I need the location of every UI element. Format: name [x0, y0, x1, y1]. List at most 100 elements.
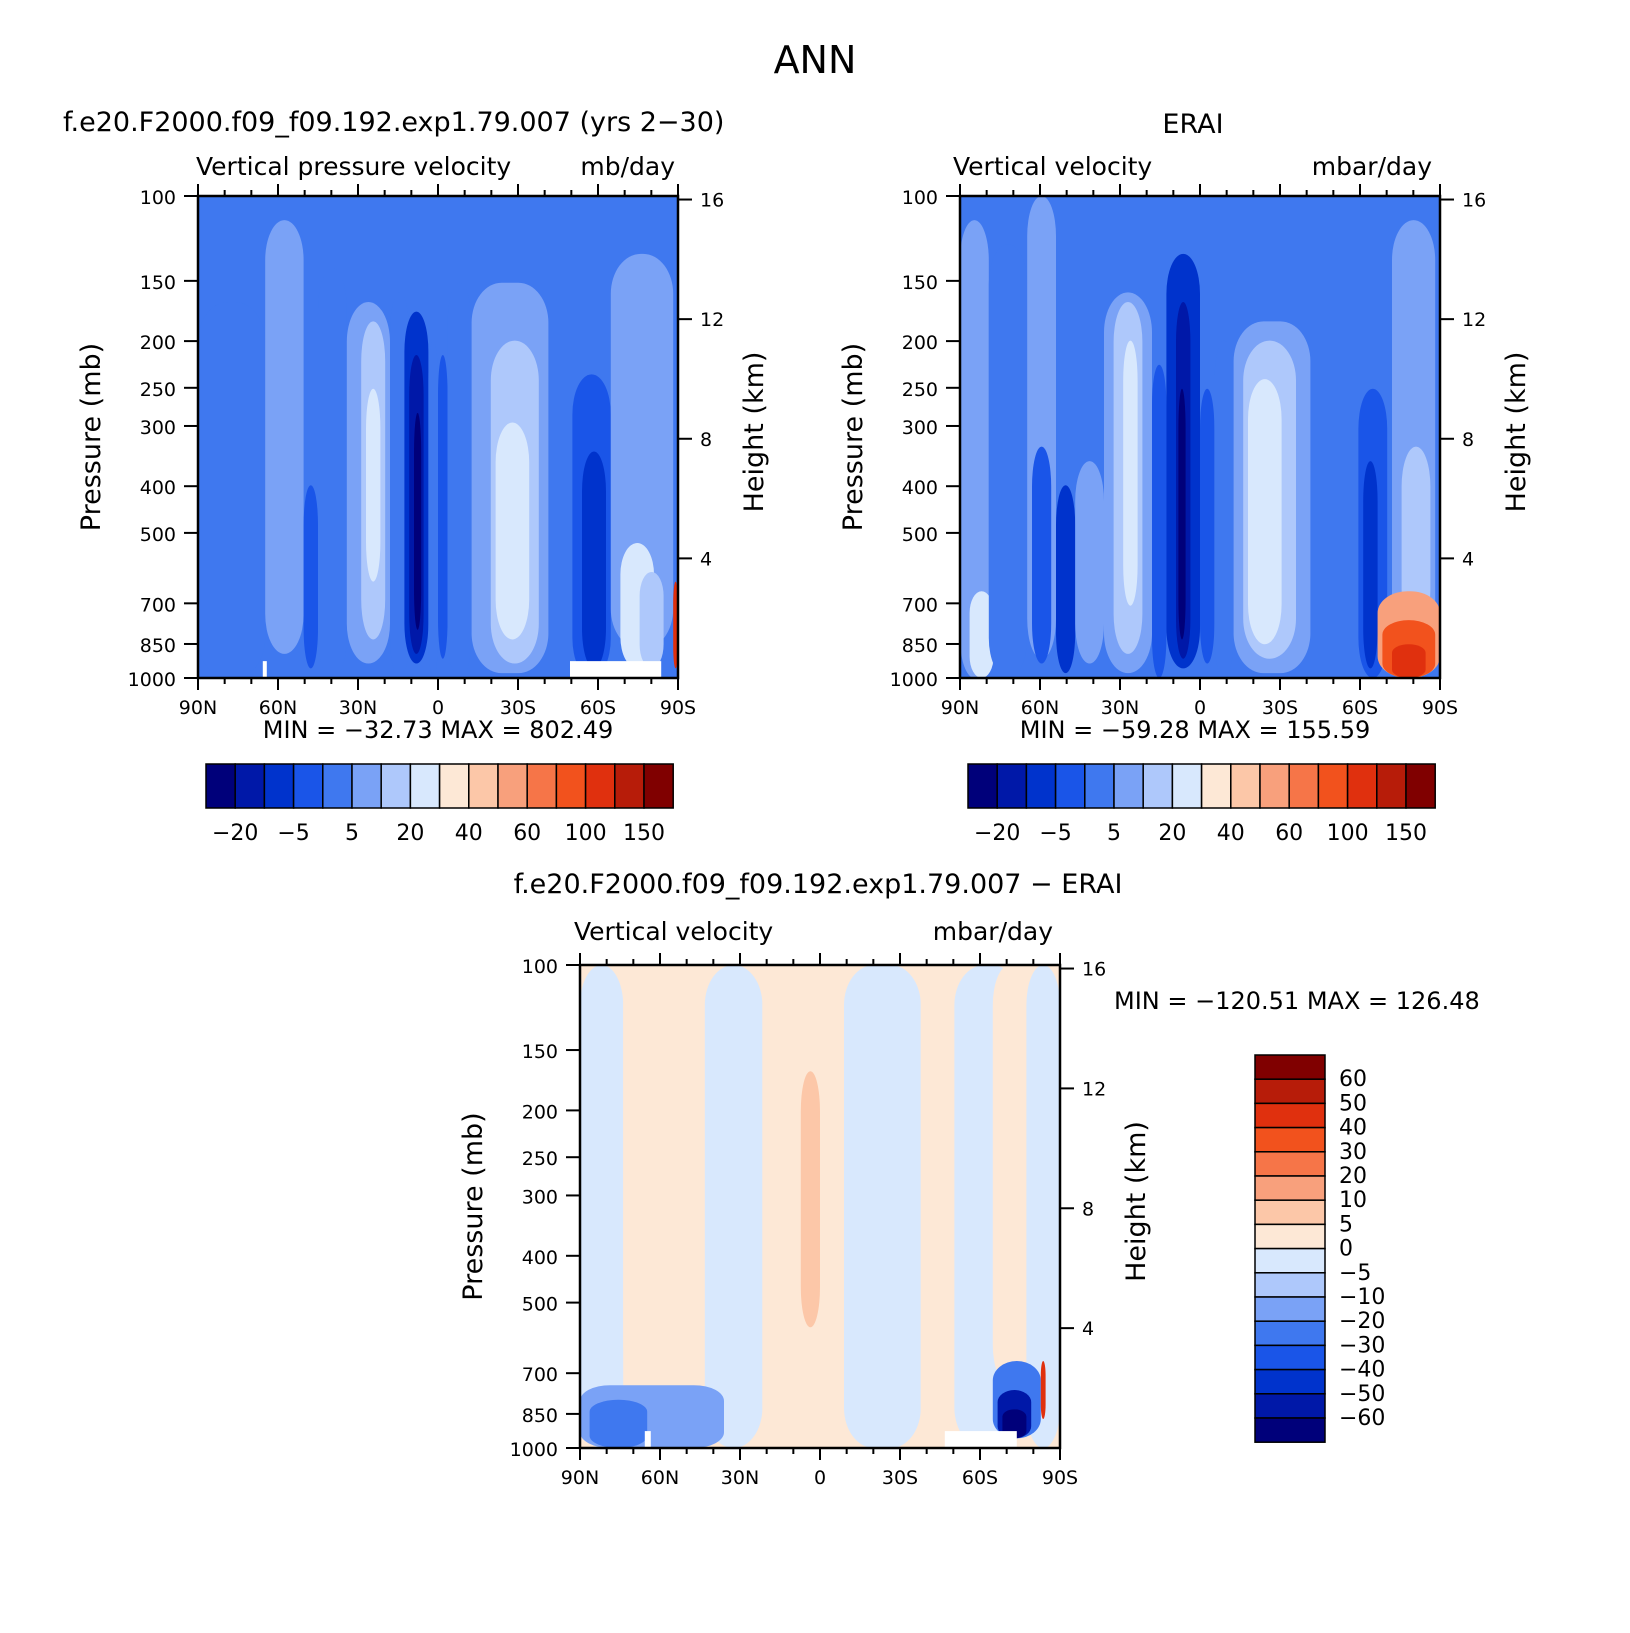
colorbar-swatch: [1254, 1151, 1326, 1177]
contour-region: [623, 965, 686, 1386]
contour-region: [303, 485, 318, 669]
panel-3-case-title: f.e20.F2000.f09_f09.192.exp1.79.007 − ER…: [514, 869, 1123, 900]
colorbar-swatch: [468, 763, 499, 809]
colorbar-label: 60: [513, 821, 541, 846]
y2-tick-label: 8: [1462, 429, 1474, 451]
contour-region: [1392, 644, 1426, 678]
y-tick-label: 100: [522, 956, 558, 978]
contour-region: [920, 965, 955, 1448]
y2-tick-label: 12: [700, 309, 724, 331]
panel-1-right-title: mb/day: [580, 152, 675, 181]
y-tick-label: 100: [140, 187, 176, 209]
colorbar-swatch: [643, 763, 674, 809]
colorbar-label: 40: [455, 821, 483, 846]
contour-region: [438, 355, 448, 659]
colorbar-label: −50: [1339, 1382, 1385, 1407]
x-tick-label: 0: [432, 697, 444, 719]
colorbar-swatch: [1054, 763, 1086, 809]
y2-tick-label: 8: [1082, 1198, 1094, 1220]
y-tick-label: 200: [140, 332, 176, 354]
x-tick-label: 30N: [1101, 697, 1139, 719]
colorbar-label: −30: [1339, 1333, 1385, 1358]
contour-region: [639, 571, 664, 669]
contour-region: [1123, 340, 1138, 606]
panel-1-min-max: MIN = −32.73 MAX = 802.49: [263, 716, 613, 744]
panels-layer: 100150200250300400500700850100016128490N…: [76, 184, 1532, 1489]
y-tick-label: 700: [140, 594, 176, 616]
contour-region: [1248, 379, 1282, 645]
colorbar-swatch: [292, 763, 324, 809]
y-tick-label: 250: [140, 379, 176, 401]
x-tick-label: 30S: [500, 697, 536, 719]
x-tick-label: 90S: [660, 697, 696, 719]
y-tick-label: 150: [902, 272, 938, 294]
contour-region: [265, 220, 304, 654]
colorbar-label: −10: [1339, 1285, 1385, 1310]
contour-region: [1178, 388, 1186, 640]
colorbar-swatch: [438, 763, 470, 809]
season-title: ANN: [774, 38, 857, 82]
colorbar-label: 40: [1217, 821, 1245, 846]
colorbar-swatch: [1254, 1126, 1326, 1153]
x-tick-label: 90S: [1422, 697, 1458, 719]
contour-region: [428, 340, 438, 678]
panel-3-min-max: MIN = −120.51 MAX = 126.48: [1114, 987, 1480, 1015]
panel-2: 100 150 200 250 300 400 500 700 850 1000 16 12 8 4 90N…: [838, 184, 1532, 719]
contour-region: [447, 282, 472, 678]
colorbar-swatch: [205, 763, 236, 809]
contour-region: [589, 1399, 648, 1448]
missing-data-region: [262, 661, 267, 678]
panel-2-min-max: MIN = −59.28 MAX = 155.59: [1020, 716, 1370, 744]
panel-1-case-title: f.e20.F2000.f09_f09.192.exp1.79.007 (yrs…: [63, 107, 724, 138]
colorbar-swatch: [1200, 763, 1232, 809]
colorbar-label: 60: [1275, 821, 1303, 846]
y-tick-label: 150: [140, 272, 176, 294]
colorbar-swatch: [526, 763, 558, 809]
panel-2-left-title: Vertical velocity: [953, 152, 1152, 181]
x-tick-label: 60N: [1021, 697, 1059, 719]
colorbar-swatch: [1254, 1417, 1326, 1443]
contour-region: [1214, 340, 1234, 678]
colorbar-label: −5: [1339, 1261, 1371, 1286]
contour-region: [495, 422, 530, 640]
colorbar-swatch: [1254, 1223, 1326, 1250]
x-tick-label: 0: [1194, 697, 1206, 719]
contour-region: [800, 1071, 820, 1328]
panel-2-right-title: mbar/day: [1312, 152, 1432, 181]
missing-data-region: [944, 1431, 1017, 1448]
colorbar-label: 20: [396, 821, 424, 846]
y-tick-label: 300: [522, 1186, 558, 1208]
contour-region: [366, 388, 381, 582]
y-tick-label: 100: [902, 187, 938, 209]
y-tick-label: 300: [902, 417, 938, 439]
y-tick-label: 500: [902, 524, 938, 546]
x-tick-label: 60S: [962, 1467, 998, 1489]
colorbar-label: 20: [1158, 821, 1186, 846]
y-tick-label: 400: [902, 477, 938, 499]
y2-tick-label: 4: [700, 548, 712, 570]
y-tick-label: 150: [522, 1041, 558, 1063]
colorbar-swatch: [1113, 763, 1144, 809]
colorbar-swatch: [1254, 1199, 1326, 1226]
colorbar-swatch: [1259, 763, 1290, 809]
colorbar-swatch: [967, 763, 998, 809]
colorbar-label: −5: [1039, 821, 1071, 846]
y-tick-label: 400: [140, 477, 176, 499]
contour-region: [1152, 364, 1167, 678]
colorbar-label: 5: [1339, 1212, 1353, 1237]
y2-tick-label: 4: [1082, 1318, 1094, 1340]
colorbar-swatch: [1254, 1296, 1326, 1322]
y-tick-label: 500: [522, 1294, 558, 1316]
contour-region: [610, 253, 674, 650]
colorbar-swatch: [322, 763, 353, 809]
y-tick-label: 700: [902, 594, 938, 616]
colorbar-label: 50: [1339, 1091, 1367, 1116]
contour-region: [1056, 485, 1076, 674]
colorbar-label: −20: [1339, 1309, 1385, 1334]
y2-tick-label: 16: [1082, 959, 1106, 981]
colorbar-swatch: [1254, 1393, 1326, 1419]
colorbar-swatch: [1317, 763, 1349, 809]
colorbar-swatch: [1405, 763, 1436, 809]
